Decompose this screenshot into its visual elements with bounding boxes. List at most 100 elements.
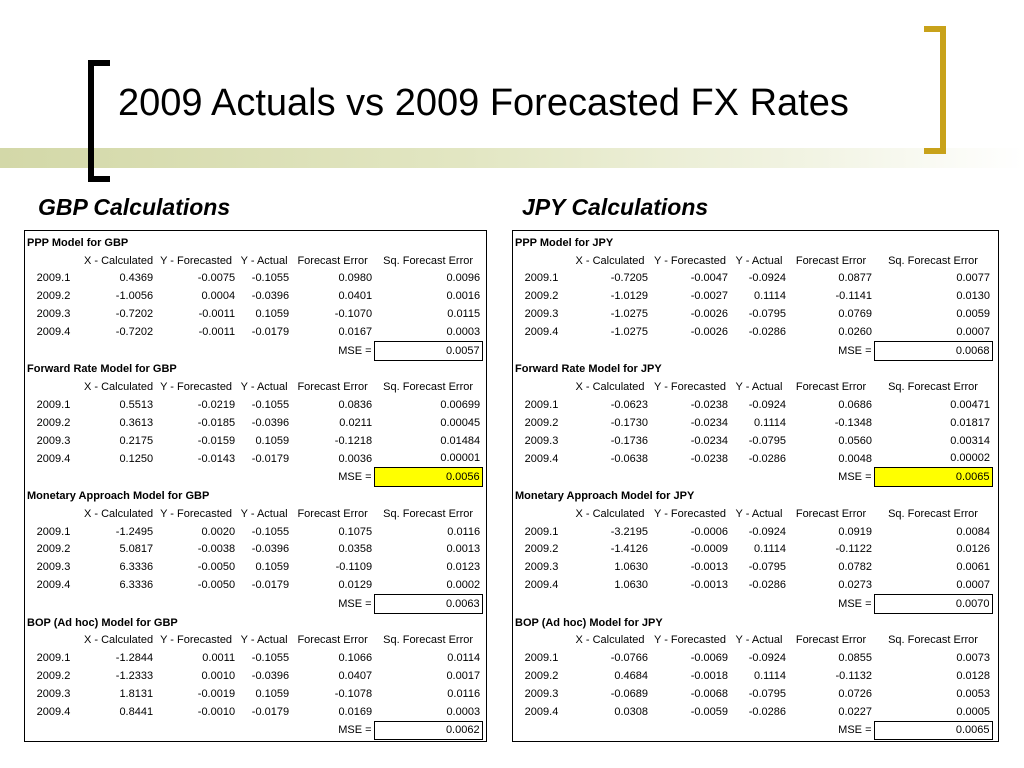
model-title-row: PPP Model for JPY — [513, 234, 992, 252]
value-cell: -1.0129 — [610, 290, 648, 303]
value-cell: 0.0227 — [838, 705, 872, 718]
value-cell: -0.0234 — [690, 416, 728, 429]
value-cell: 1.0630 — [614, 561, 648, 574]
value-cell: 0.0123 — [446, 561, 481, 574]
column-header: Forecast Error — [795, 507, 867, 520]
value-cell: 0.1059 — [255, 308, 290, 321]
blank-cell — [513, 632, 570, 650]
left-bracket-decoration — [88, 60, 110, 182]
blank-cell — [82, 721, 155, 740]
value-cell: -0.1055 — [251, 652, 290, 665]
value-cell: -0.0623 — [610, 399, 648, 412]
table-row: 2009.3 -1.0275 -0.0026 -0.0795 0.0769 0.0059 — [513, 305, 992, 323]
model-title-row: Forward Rate Model for JPY — [513, 360, 992, 378]
blank-cell — [82, 594, 155, 613]
table-row: 2009.1 -0.7205 -0.0047 -0.0924 0.0877 0.0077 — [513, 270, 992, 288]
blank-cell — [513, 594, 570, 613]
value-cell: 0.0114 — [447, 652, 481, 665]
value-cell: -0.0075 — [197, 272, 236, 285]
value-cell: -0.1736 — [610, 434, 648, 447]
value-cell: -0.1078 — [334, 687, 373, 700]
period-cell: 2009.3 — [524, 308, 559, 321]
mse-row: MSE = 0.0063 — [25, 593, 483, 614]
period-cell: 2009.3 — [524, 687, 559, 700]
mse-row: MSE = 0.0065 — [513, 720, 993, 741]
column-header: X - Calculated — [575, 381, 645, 394]
table-row: 2009.1 -0.0766 -0.0069 -0.0924 0.0855 0.0073 — [513, 649, 992, 667]
mse-value: 0.0065 — [873, 467, 993, 488]
period-cell: 2009.4 — [524, 579, 559, 592]
value-cell: -0.0238 — [690, 399, 728, 412]
table-row: 2009.2 -1.4126 -0.0009 0.1114 -0.1122 0.0126 — [513, 541, 992, 559]
period-cell: 2009.2 — [524, 416, 559, 429]
blank-cell — [25, 252, 82, 270]
value-cell: -0.0924 — [748, 652, 786, 665]
value-cell: -0.0795 — [748, 687, 786, 700]
mse-label: MSE = — [838, 724, 872, 737]
column-header: Sq. Forecast Error — [383, 254, 474, 267]
value-cell: 0.00471 — [950, 399, 990, 412]
column-header-row: X - Calculated Y - Forecasted Y - Actual Fo… — [513, 632, 992, 650]
gbp-calculations-panel: PPP Model for GBP X - Calculated Y - Forec… — [24, 230, 487, 742]
period-cell: 2009.1 — [36, 399, 71, 412]
value-cell: 0.0003 — [446, 325, 481, 338]
column-header-row: X - Calculated Y - Forecasted Y - Actual Fo… — [25, 252, 482, 270]
mse-value: 0.0070 — [873, 593, 993, 614]
value-cell: 0.0260 — [838, 326, 872, 339]
column-header: Y - Actual — [735, 381, 783, 394]
value-cell: -0.0026 — [690, 308, 728, 321]
value-cell: -0.0009 — [690, 543, 728, 556]
calculation-table: PPP Model for GBP X - Calculated Y - Forec… — [25, 234, 483, 741]
model-title-row: Monetary Approach Model for GBP — [25, 487, 482, 505]
value-cell: 0.0017 — [446, 670, 481, 683]
value-cell: -1.2495 — [115, 525, 154, 538]
table-row: 2009.4 6.3336 -0.0050 -0.0179 0.0129 0.0002 — [25, 576, 482, 594]
value-cell: -0.0219 — [197, 399, 236, 412]
table-row: 2009.2 -1.0129 -0.0027 0.1114 -0.1141 0.0130 — [513, 287, 992, 305]
table-row: 2009.1 -1.2844 0.0011 -0.1055 0.1066 0.0114 — [25, 649, 482, 667]
model-title: Monetary Approach Model for JPY — [515, 490, 695, 503]
column-header: Y - Forecasted — [160, 507, 233, 520]
mse-label: MSE = — [838, 344, 872, 357]
column-header-row: X - Calculated Y - Forecasted Y - Actual Fo… — [25, 632, 482, 650]
value-cell: 0.0020 — [201, 525, 236, 538]
model-title: BOP (Ad hoc) Model for GBP — [27, 616, 178, 629]
blank-cell — [650, 594, 730, 613]
value-cell: -0.0019 — [197, 687, 236, 700]
value-cell: -3.2195 — [610, 525, 648, 538]
value-cell: 0.01817 — [950, 416, 990, 429]
mse-value: 0.0068 — [873, 340, 993, 361]
blank-cell — [650, 468, 730, 487]
value-cell: -0.0924 — [748, 399, 786, 412]
value-cell: -0.1132 — [835, 670, 873, 683]
value-cell: 0.1114 — [753, 416, 786, 429]
blank-cell — [730, 721, 788, 740]
mse-label: MSE = — [338, 344, 372, 357]
column-header: X - Calculated — [575, 254, 645, 267]
table-row: 2009.3 6.3336 -0.0050 0.1059 -0.1109 0.0123 — [25, 558, 482, 576]
value-cell: 0.00002 — [950, 452, 990, 465]
table-row: 2009.4 0.8441 -0.0010 -0.0179 0.0169 0.0003 — [25, 703, 482, 721]
value-cell: -0.0396 — [251, 670, 290, 683]
mse-value: 0.0056 — [373, 467, 483, 488]
period-cell: 2009.3 — [36, 561, 71, 574]
period-cell: 2009.4 — [36, 579, 71, 592]
blank-cell — [513, 341, 570, 360]
value-cell: 0.1114 — [753, 543, 786, 556]
period-cell: 2009.1 — [36, 272, 71, 285]
blank-cell — [155, 594, 237, 613]
value-cell: 1.0630 — [614, 579, 648, 592]
value-cell: 0.0096 — [446, 272, 481, 285]
column-header: Sq. Forecast Error — [888, 381, 978, 394]
column-header-row: X - Calculated Y - Forecasted Y - Actual Fo… — [513, 252, 992, 270]
model-title: Forward Rate Model for JPY — [515, 363, 662, 376]
value-cell: 0.0211 — [339, 416, 373, 429]
value-cell: -0.1730 — [610, 416, 648, 429]
column-header: Forecast Error — [795, 254, 867, 267]
value-cell: 0.4369 — [119, 272, 154, 285]
value-cell: -0.0013 — [690, 561, 728, 574]
period-cell: 2009.3 — [524, 434, 559, 447]
value-cell: -0.0396 — [251, 290, 290, 303]
value-cell: 6.3336 — [119, 561, 154, 574]
period-cell: 2009.4 — [524, 326, 559, 339]
